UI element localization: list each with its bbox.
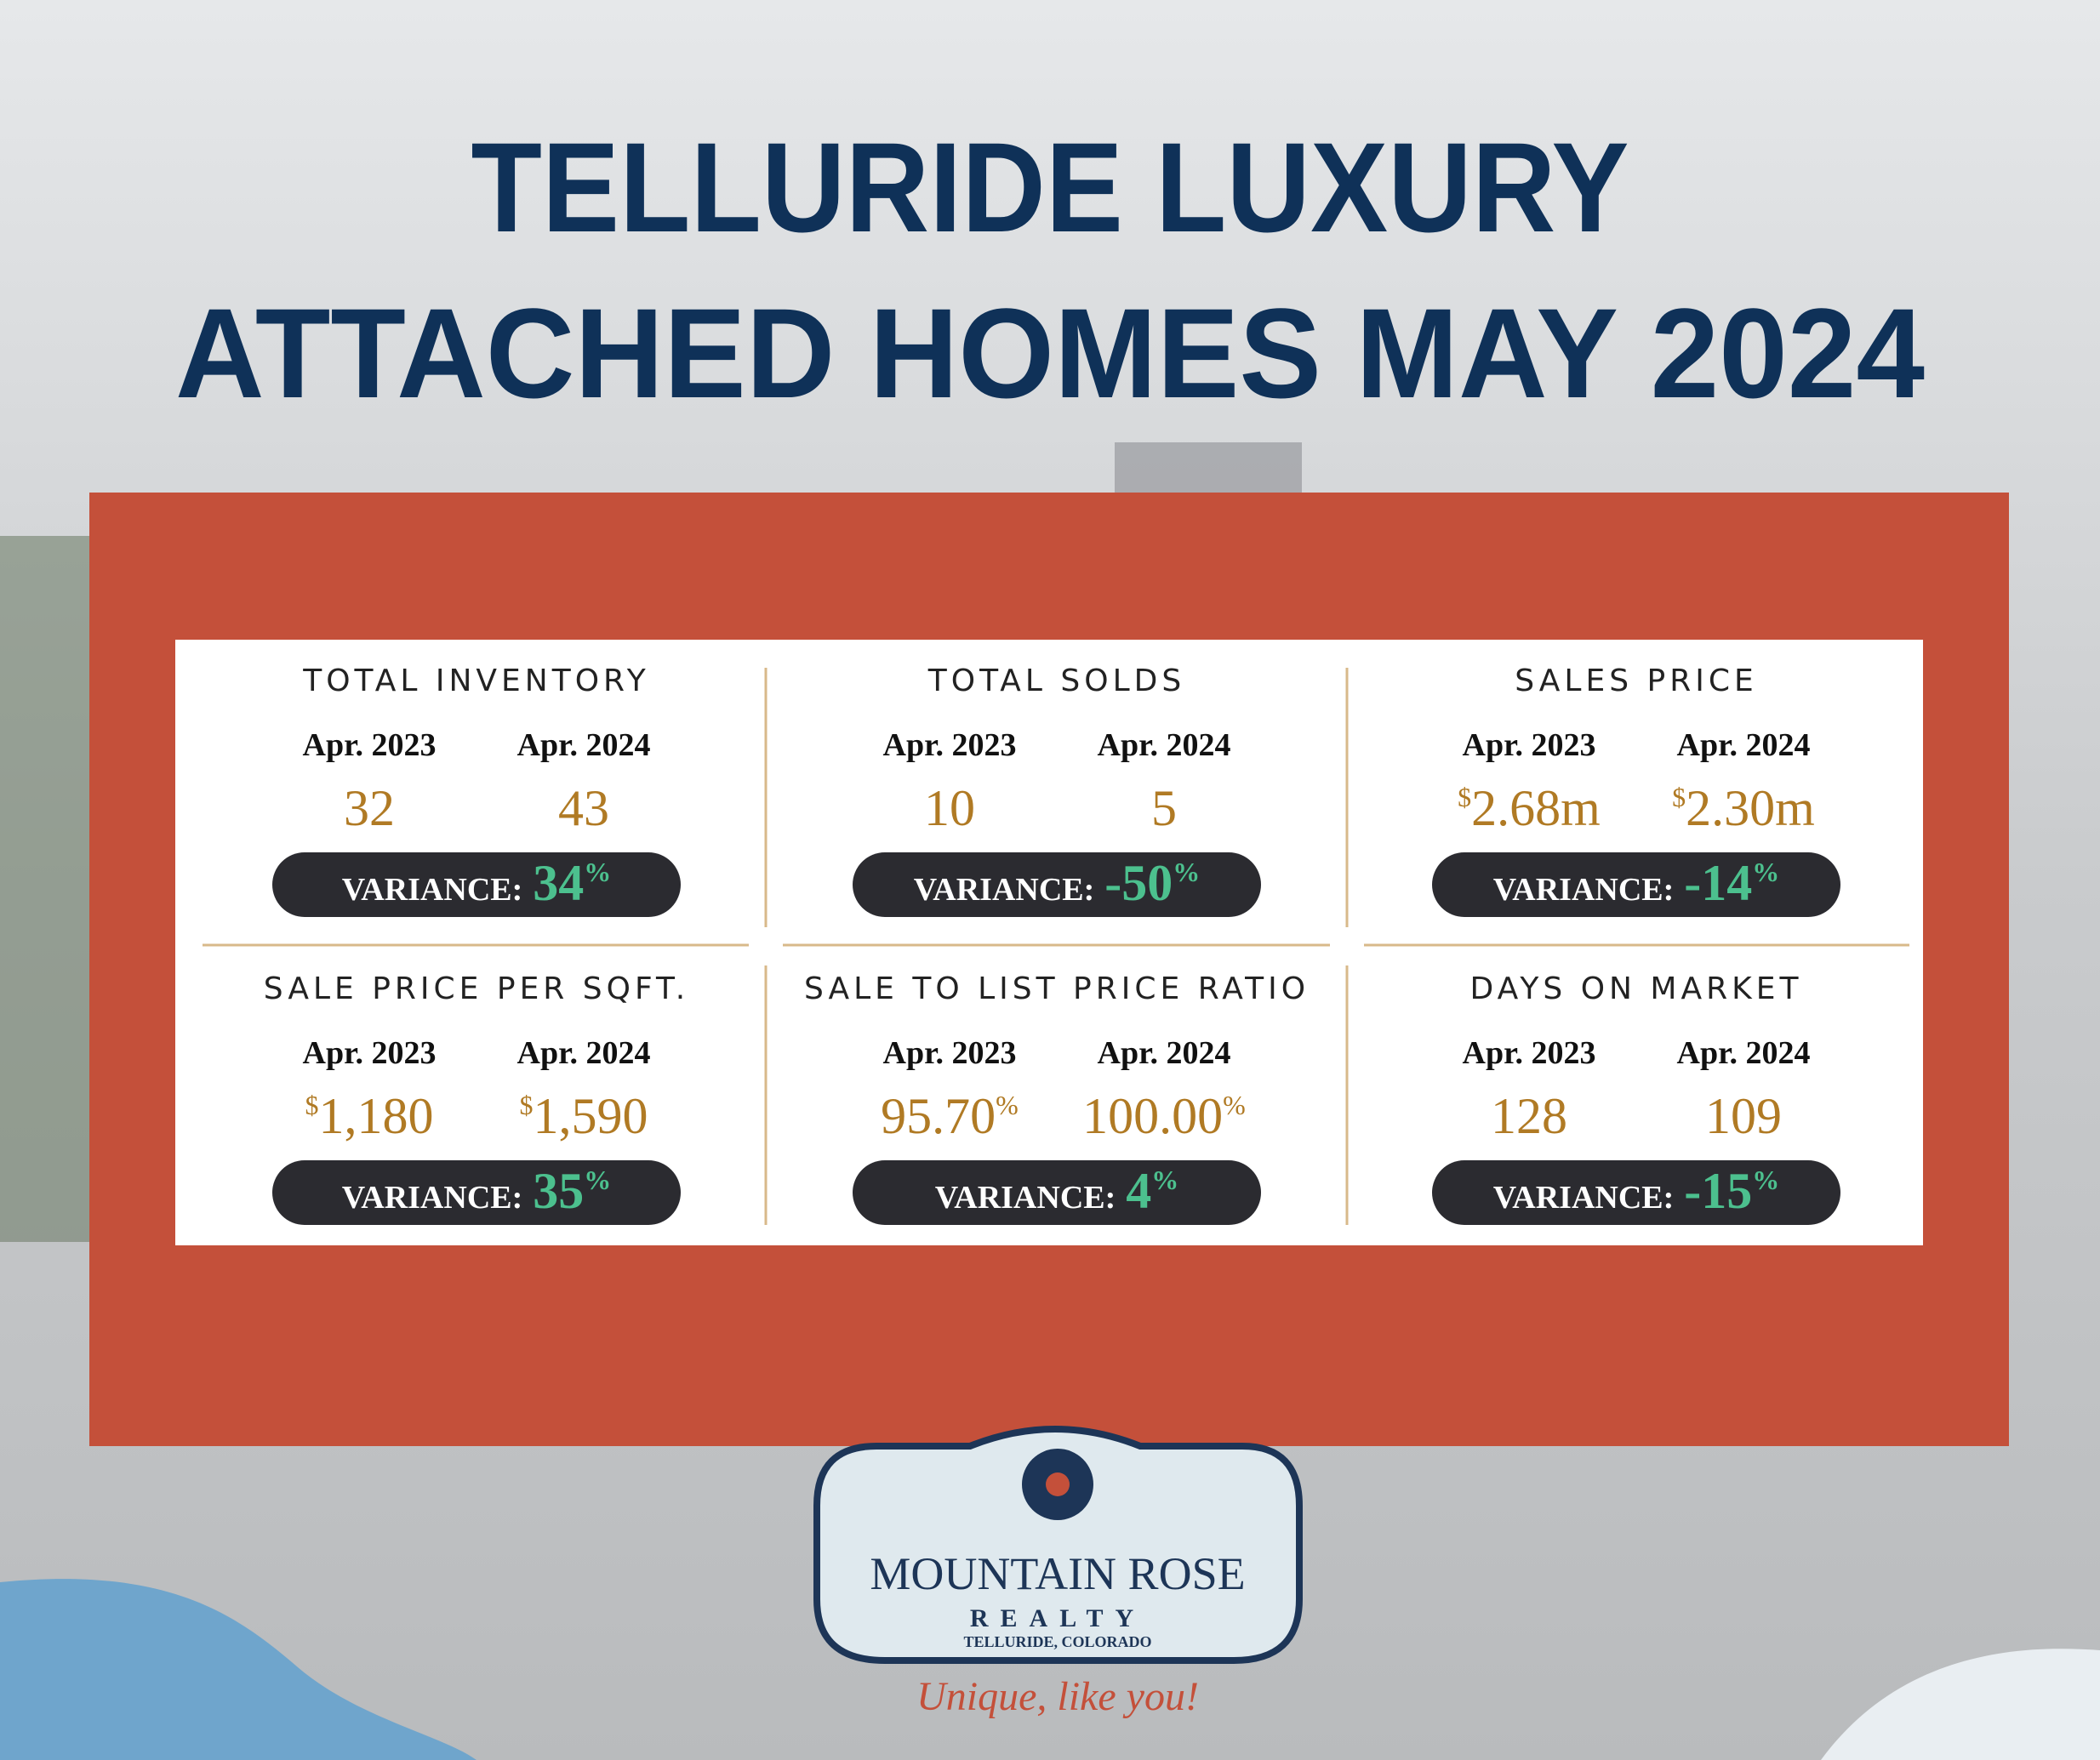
stat-value: 109 [1705, 1088, 1782, 1144]
variance: VARIANCE: -15% [1493, 1163, 1780, 1219]
variance-suffix: % [1752, 1165, 1779, 1195]
column-label: Apr. 2024 [517, 727, 651, 763]
variance-pill [1432, 1160, 1840, 1225]
variance-value: 35 [533, 1163, 584, 1219]
stat-value: 10 [924, 780, 975, 836]
stat-prefix: $ [305, 1090, 319, 1120]
variance-label: VARIANCE: [914, 872, 1095, 908]
stat-suffix: % [1223, 1090, 1246, 1120]
variance: VARIANCE: 34% [342, 855, 612, 911]
variance-suffix: % [1752, 857, 1779, 887]
variance-suffix: % [1173, 857, 1200, 887]
stat-prefix: $ [520, 1090, 534, 1120]
column-label: Apr. 2024 [1677, 1035, 1811, 1071]
window [0, 536, 94, 1242]
card-title: TOTAL INVENTORY [302, 664, 650, 698]
variance-pill [853, 1160, 1261, 1225]
variance: VARIANCE: -50% [914, 855, 1201, 911]
stat-value: $2.68m [1458, 780, 1601, 836]
variance-label: VARIANCE: [1493, 872, 1675, 908]
logo-tagline: Unique, like you! [916, 1674, 1199, 1719]
column-label: Apr. 2023 [1463, 1035, 1596, 1071]
logo-place: TELLURIDE, COLORADO [963, 1633, 1151, 1650]
logo-shield [813, 1426, 1303, 1664]
column-label: Apr. 2024 [1098, 727, 1231, 763]
stat-number: 2.68m [1471, 780, 1601, 836]
column-label: Apr. 2024 [517, 1035, 651, 1071]
stat-prefix: $ [1458, 782, 1471, 812]
title-line: TELLURIDE LUXURY [471, 116, 1629, 259]
variance-label: VARIANCE: [935, 1180, 1116, 1216]
stat-number: 95.70 [881, 1088, 996, 1144]
cards: TOTAL INVENTORY Apr. 2023 32 Apr. 2024 43 VAR… [264, 664, 1840, 1225]
variance-label: VARIANCE: [342, 872, 523, 908]
wave-right [1821, 1649, 2100, 1760]
stat-number: 128 [1491, 1088, 1567, 1144]
variance: VARIANCE: 35% [342, 1163, 612, 1219]
variance: VARIANCE: -14% [1493, 855, 1780, 911]
stat-value: $2.30m [1672, 780, 1815, 836]
stat-value: 128 [1491, 1088, 1567, 1144]
stat-number: 5 [1151, 780, 1177, 836]
card-title: SALE PRICE PER SQFT. [264, 971, 689, 1006]
dividers [203, 668, 1909, 1225]
variance-label: VARIANCE: [1493, 1180, 1675, 1216]
stat-number: 32 [344, 780, 395, 836]
stat-suffix: % [996, 1090, 1019, 1120]
stat-value: 100.00% [1082, 1088, 1246, 1144]
card-title: DAYS ON MARKET [1470, 971, 1803, 1006]
variance-value: 4 [1126, 1163, 1151, 1219]
variance-suffix: % [1151, 1165, 1178, 1195]
variance-pill [272, 1160, 681, 1225]
stat-number: 1,180 [319, 1088, 434, 1144]
card-title: TOTAL SOLDS [927, 664, 1185, 698]
variance-suffix: % [584, 857, 611, 887]
logo: MOUNTAIN ROSE REALTY TELLURIDE, COLORADO… [813, 1426, 1303, 1719]
variance-value: -14 [1684, 855, 1752, 911]
stat-number: 109 [1705, 1088, 1782, 1144]
title-line: ATTACHED HOMES MAY 2024 [175, 282, 1925, 424]
variance-pill [272, 852, 681, 917]
stat-number: 100.00 [1082, 1088, 1223, 1144]
variance-pill [853, 852, 1261, 917]
stat-value: $1,180 [305, 1088, 434, 1144]
stat-number: 2.30m [1686, 780, 1815, 836]
stat-prefix: $ [1672, 782, 1686, 812]
wave [0, 1579, 476, 1760]
logo-sub: REALTY [970, 1604, 1145, 1632]
stat-value: 32 [344, 780, 395, 836]
stat-value: $1,590 [520, 1088, 648, 1144]
card-title: SALES PRICE [1515, 664, 1757, 698]
card-title: SALE TO LIST PRICE RATIO [804, 971, 1310, 1006]
variance: VARIANCE: 4% [935, 1163, 1179, 1219]
variance-value: -50 [1104, 855, 1173, 911]
stat-number: 1,590 [534, 1088, 648, 1144]
stat-value: 95.70% [881, 1088, 1019, 1144]
variance-label: VARIANCE: [342, 1180, 523, 1216]
variance-value: -15 [1684, 1163, 1752, 1219]
stat-number: 10 [924, 780, 975, 836]
column-label: Apr. 2023 [1463, 727, 1596, 763]
column-label: Apr. 2023 [883, 1035, 1017, 1071]
stats-panel [175, 640, 1923, 1245]
column-label: Apr. 2023 [303, 727, 437, 763]
column-label: Apr. 2023 [303, 1035, 437, 1071]
column-label: Apr. 2023 [883, 727, 1017, 763]
column-label: Apr. 2024 [1677, 727, 1811, 763]
variance-value: 34 [533, 855, 584, 911]
logo-rose-center [1046, 1472, 1070, 1496]
stat-value: 5 [1151, 780, 1177, 836]
variance-suffix: % [584, 1165, 611, 1195]
stat-value: 43 [558, 780, 609, 836]
column-label: Apr. 2024 [1098, 1035, 1231, 1071]
logo-name: MOUNTAIN ROSE [870, 1548, 1245, 1599]
variance-pill [1432, 852, 1840, 917]
stat-number: 43 [558, 780, 609, 836]
